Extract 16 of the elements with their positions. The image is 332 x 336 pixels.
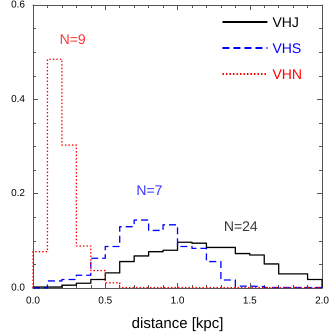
- x-tick-label: 0.5: [98, 296, 113, 306]
- y-tick-label: 0.0: [11, 282, 26, 294]
- legend-label: VHS: [272, 40, 302, 56]
- x-tick-label: 1.0: [170, 296, 185, 306]
- x-axis-title: distance [kpc]: [132, 315, 224, 332]
- x-tick-label: 0.0: [26, 296, 40, 306]
- y-tick-label: 0.2: [11, 188, 26, 200]
- x-tick-label: 1.5: [242, 296, 258, 306]
- annotation: N=7: [136, 182, 163, 198]
- legend-label: VHN: [272, 66, 302, 82]
- annotation: N=9: [60, 31, 86, 48]
- legend-label: VHJ: [272, 14, 299, 30]
- y-tick-label: 0.6: [11, 0, 26, 10]
- y-tick-label: 0.4: [11, 94, 26, 105]
- x-tick-label: 2.0: [315, 296, 330, 306]
- annotation: N=24: [224, 218, 258, 234]
